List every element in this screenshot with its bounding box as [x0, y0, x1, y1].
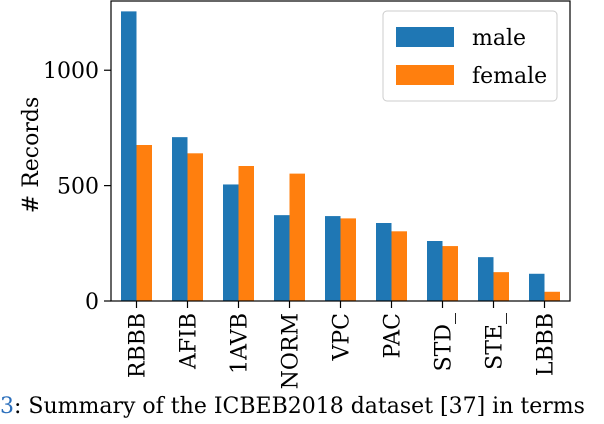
x-tick-label-afib: AFIB — [177, 313, 202, 370]
bar-female-norm — [289, 173, 305, 301]
bar-male-std — [427, 241, 443, 301]
bar-female-1avb — [238, 166, 254, 301]
bar-male-rbbb — [121, 11, 137, 301]
bar-male-vpc — [325, 216, 341, 301]
x-tick-label-ste: STE_ — [483, 313, 508, 370]
y-axis-label: # Records — [19, 97, 44, 213]
legend-label-male: male — [472, 26, 526, 51]
bar-male-pac — [376, 223, 392, 301]
figure-caption: 3: Summary of the ICBEB2018 dataset [37]… — [0, 394, 604, 424]
x-tick-label-vpc: VPC — [330, 313, 355, 362]
x-axis: RBBB AFIB 1AVB NORM VPC PAC STD_ STE_ LBBB — [126, 301, 559, 389]
bar-female-vpc — [340, 218, 356, 301]
figure-number: 3 — [0, 394, 14, 419]
y-tick-label-0: 0 — [85, 290, 99, 315]
bar-male-norm — [274, 215, 290, 301]
legend-swatch-female — [396, 65, 454, 85]
x-tick-label-rbbb: RBBB — [126, 313, 151, 378]
bar-female-std — [442, 246, 458, 301]
bar-male-1avb — [223, 184, 239, 301]
legend-swatch-male — [396, 27, 454, 47]
bar-female-pac — [391, 231, 407, 301]
legend-label-female: female — [472, 64, 547, 89]
x-tick-label-lbbb: LBBB — [534, 313, 559, 376]
x-tick-label-std: STD_ — [432, 313, 457, 371]
bar-male-lbbb — [529, 273, 545, 301]
y-tick-label-500: 500 — [57, 175, 99, 200]
x-tick-label-1avb: 1AVB — [228, 313, 253, 374]
caption-text: : Summary of the ICBEB2018 dataset [37] … — [14, 394, 585, 419]
bar-female-ste — [493, 272, 509, 301]
chart: 0 500 1000 RBBB AFIB 1AVB NORM VPC PAC STD_ STE_ L… — [19, 0, 571, 389]
y-axis: 0 500 1000 — [43, 59, 111, 315]
x-tick-label-norm: NORM — [279, 313, 304, 389]
y-tick-label-1000: 1000 — [43, 59, 99, 84]
bar-female-lbbb — [544, 291, 560, 301]
bars-group — [121, 11, 560, 301]
legend: male female — [382, 10, 558, 102]
bar-female-rbbb — [136, 145, 152, 301]
bar-male-afib — [172, 137, 188, 301]
bar-male-ste — [478, 257, 494, 301]
x-tick-label-pac: PAC — [381, 313, 406, 359]
bar-female-afib — [187, 153, 203, 301]
